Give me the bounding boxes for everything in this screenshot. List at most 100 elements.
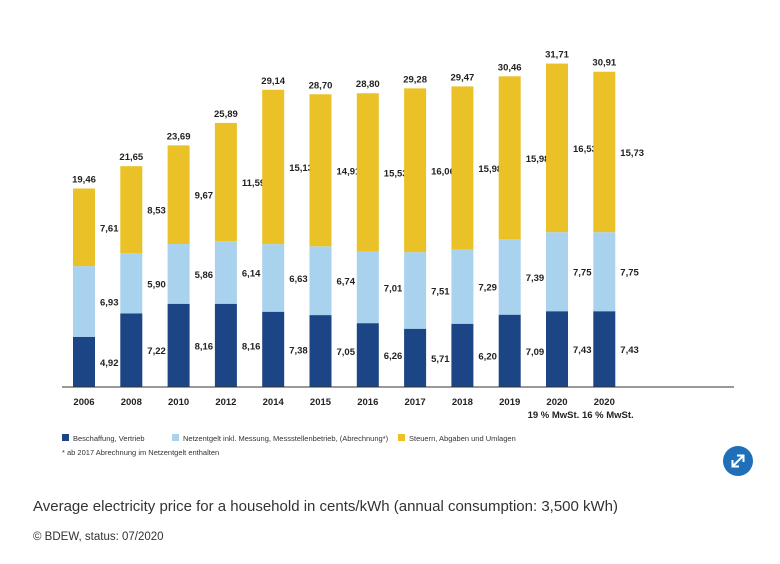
bar-segment — [498, 239, 521, 315]
bar-segment — [451, 323, 474, 387]
data-label: 16,06 — [431, 166, 455, 177]
data-label: 6,63 — [289, 274, 308, 285]
bar-segment — [498, 76, 521, 240]
data-label: 5,86 — [195, 270, 214, 281]
total-label: 29,28 — [403, 74, 427, 85]
x-tick-label: 2018 — [452, 397, 473, 408]
bar-segment — [546, 232, 568, 312]
data-label: 7,43 — [620, 345, 639, 356]
data-label: 6,26 — [384, 351, 403, 362]
data-label: 4,92 — [100, 358, 119, 369]
data-label: 9,67 — [195, 191, 214, 202]
total-label: 19,46 — [72, 175, 96, 186]
bar-segment — [404, 328, 427, 387]
bar-segment — [214, 241, 237, 304]
total-label: 30,46 — [498, 62, 522, 73]
total-label: 31,71 — [545, 50, 569, 61]
x-tick-label: 2014 — [263, 397, 285, 408]
data-label: 15,53 — [384, 168, 408, 179]
bar-segment — [309, 94, 332, 247]
bar-segment — [262, 244, 285, 312]
x-tick-label: 2008 — [121, 397, 142, 408]
legend-swatch — [172, 434, 179, 441]
x-tick-label: 2017 — [405, 397, 426, 408]
data-label: 6,14 — [242, 268, 261, 279]
bar-segment — [451, 86, 474, 250]
legend-label: Beschaffung, Vertrieb — [73, 434, 145, 443]
bar-segment — [120, 313, 143, 387]
data-label: 7,22 — [147, 346, 166, 357]
total-label: 28,70 — [309, 80, 333, 91]
bar-segment — [546, 63, 568, 233]
bar-segment — [262, 89, 285, 245]
x-tick-label: 2020 — [546, 397, 567, 408]
data-label: 6,93 — [100, 297, 119, 308]
footnote: * ab 2017 Abrechnung im Netzentgelt enth… — [62, 448, 219, 457]
data-label: 6,74 — [337, 277, 356, 288]
bar-segment — [593, 232, 616, 312]
stacked-bar-chart: 4,92 6,93 7,61 19,46 2006 7,22 5,90 8,53 21,65 20… — [62, 50, 734, 457]
data-label: 7,75 — [573, 268, 592, 279]
legend-swatch — [398, 434, 405, 441]
bar-segment — [593, 311, 616, 387]
x-tick-label: 2016 — [357, 397, 378, 408]
x-tick-label: 2012 — [215, 397, 236, 408]
x-tick-label: 2010 — [168, 397, 189, 408]
data-label: 8,53 — [147, 206, 166, 217]
legend-swatch — [62, 434, 69, 441]
data-label: 8,16 — [195, 341, 214, 352]
bar-segment — [309, 315, 332, 387]
bar-segment — [262, 311, 285, 387]
x-tick-label: 2015 — [310, 397, 332, 408]
bar-segment — [309, 246, 332, 316]
chart-caption: Average electricity price for a househol… — [33, 498, 619, 515]
data-label: 15,73 — [620, 148, 644, 159]
bar-segment — [120, 166, 143, 254]
data-label: 7,75 — [620, 268, 639, 279]
bar-segment — [214, 303, 237, 387]
expand-arrows-icon — [731, 454, 745, 468]
bar-segment — [356, 323, 379, 387]
bar-segment — [167, 145, 190, 244]
data-label: 11,59 — [242, 178, 265, 189]
bar-segment — [214, 122, 237, 242]
data-label: 7,51 — [431, 286, 450, 297]
data-label: 7,39 — [526, 273, 545, 284]
data-label: 7,38 — [289, 345, 308, 356]
data-label: 14,91 — [337, 166, 361, 177]
bar-segment — [356, 251, 379, 324]
data-label: 15,98 — [478, 164, 502, 175]
total-label: 28,80 — [356, 79, 380, 90]
data-label: 6,20 — [478, 351, 497, 362]
total-label: 25,89 — [214, 109, 238, 120]
data-label: 7,43 — [573, 345, 592, 356]
legend-label: Netzentgelt inkl. Messung, Messstellenbe… — [183, 434, 389, 443]
bar-segment — [167, 303, 190, 387]
bar-segment — [120, 253, 143, 314]
bar-segment — [498, 314, 521, 387]
bar-segment — [73, 336, 95, 387]
bar-segment — [73, 266, 95, 337]
data-label: 7,29 — [478, 283, 497, 294]
data-label: 5,71 — [431, 354, 450, 365]
bar-segment — [593, 71, 616, 233]
x-tick-sublabel: 19 % MwSt. 16 % MwSt. — [528, 410, 634, 421]
bar-segment — [356, 93, 379, 252]
data-label: 5,90 — [147, 279, 166, 290]
bar-segment — [404, 88, 427, 253]
legend-label: Steuern, Abgaben und Umlagen — [409, 434, 516, 443]
expand-button[interactable] — [723, 446, 753, 476]
bar-segment — [73, 188, 95, 267]
bar-segment — [546, 311, 568, 387]
x-tick-label: 2006 — [73, 397, 94, 408]
total-label: 30,91 — [592, 58, 616, 69]
total-label: 29,14 — [261, 76, 285, 87]
total-label: 23,69 — [167, 131, 191, 142]
bar-segment — [451, 249, 474, 324]
x-tick-label: 2020 — [594, 397, 615, 408]
total-label: 21,65 — [119, 152, 143, 163]
x-tick-label: 2019 — [499, 397, 520, 408]
data-label: 8,16 — [242, 341, 261, 352]
data-label: 7,09 — [526, 347, 545, 358]
bar-segment — [404, 252, 427, 329]
